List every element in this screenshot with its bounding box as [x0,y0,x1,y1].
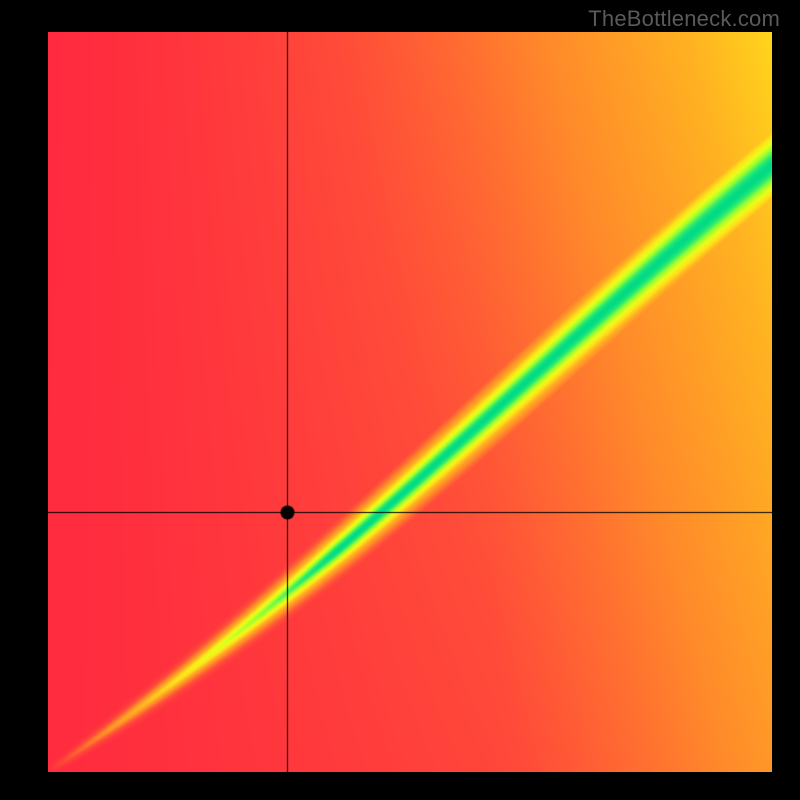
watermark-text: TheBottleneck.com [588,6,780,32]
figure-frame: TheBottleneck.com [0,0,800,800]
bottleneck-heatmap [48,32,772,772]
